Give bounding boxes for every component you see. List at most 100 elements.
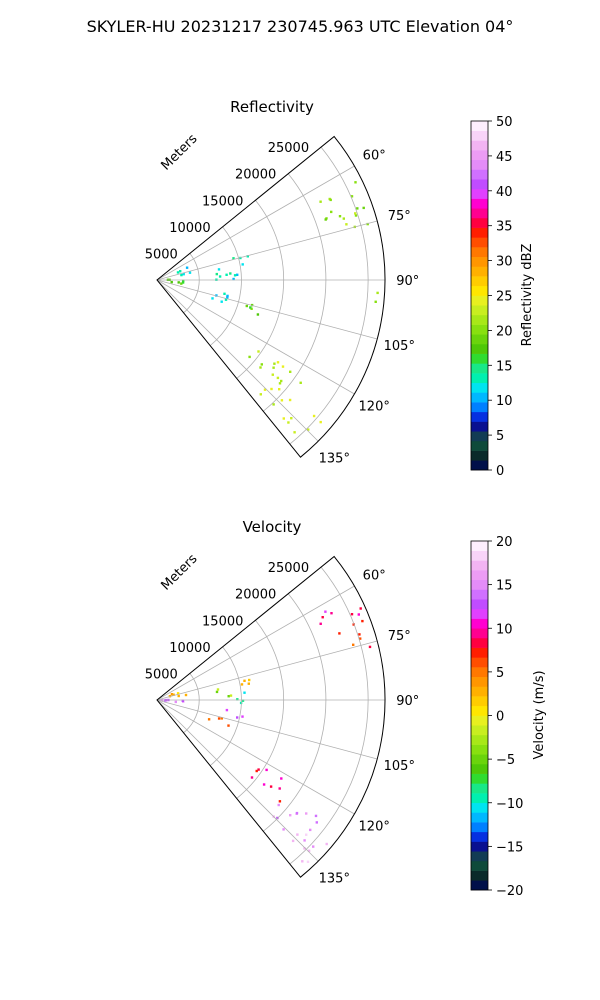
velocity-colorbar-segment <box>471 637 488 648</box>
reflectivity-echo-cell <box>249 306 252 309</box>
velocity-colorbar-tick-label: 10 <box>496 622 513 637</box>
reflectivity-colorbar-tick-label: 20 <box>496 324 513 339</box>
velocity-echo-cell <box>359 607 362 610</box>
reflectivity-echo-cell <box>362 206 365 210</box>
velocity-echo-cell <box>265 768 268 772</box>
reflectivity-echo-cell <box>354 214 358 217</box>
velocity-range-ring <box>289 566 369 865</box>
reflectivity-range-tick-label: 25000 <box>268 141 309 156</box>
velocity-echo-cell <box>170 693 174 696</box>
reflectivity-echo-cell <box>176 271 180 274</box>
velocity-echo-cell <box>225 708 229 712</box>
velocity-echo-cell <box>216 688 220 691</box>
reflectivity-echo-cell <box>354 212 357 215</box>
velocity-echo-cell <box>309 828 312 832</box>
reflectivity-echo-cell <box>241 263 244 266</box>
reflectivity-echo-cell <box>246 255 249 258</box>
reflectivity-colorbar-segment <box>471 421 488 432</box>
velocity-range-tick-label: 20000 <box>235 588 276 603</box>
reflectivity-echo-cell <box>256 313 260 316</box>
reflectivity-echo-cell <box>232 257 235 260</box>
reflectivity-echo-cell <box>307 428 310 431</box>
velocity-echo-cell <box>303 847 306 850</box>
reflectivity-colorbar-tick-label: 5 <box>496 429 504 444</box>
reflectivity-range-axis-label: Meters <box>159 131 201 173</box>
reflectivity-echo-cell <box>232 277 235 281</box>
velocity-echo-cell <box>241 715 244 718</box>
reflectivity-echo-cell <box>225 273 228 276</box>
velocity-colorbar-tick-label: −15 <box>496 840 523 855</box>
velocity-echo-cell <box>321 616 324 619</box>
velocity-echo-cell <box>352 623 355 626</box>
velocity-colorbar-segment <box>471 744 488 755</box>
reflectivity-echo-cell <box>293 431 296 434</box>
velocity-echo-cell <box>257 768 260 771</box>
velocity-echo-cell <box>305 833 308 836</box>
reflectivity-echo-cell <box>226 294 229 298</box>
velocity-sector-frame <box>156 555 386 878</box>
velocity-grid <box>156 555 386 878</box>
velocity-colorbar-segment <box>471 647 488 658</box>
velocity-echo-cell <box>295 811 299 815</box>
velocity-echo-cell <box>215 690 219 694</box>
velocity-echo-cell <box>250 776 254 779</box>
velocity-echo-cell <box>247 682 250 685</box>
velocity-echo-cell <box>307 849 311 852</box>
velocity-panel: Velocity 5000 10000 15000 20000 25000 60° 75° 9… <box>145 518 547 899</box>
velocity-range-ring <box>236 620 284 799</box>
reflectivity-azimuth-spoke <box>156 165 355 281</box>
reflectivity-echo-cell <box>278 388 281 391</box>
velocity-echo-cell <box>241 699 245 702</box>
velocity-echo-cell <box>315 821 318 824</box>
reflectivity-echo-cell <box>276 376 280 380</box>
reflectivity-colorbar-segment <box>471 179 488 190</box>
reflectivity-colorbar-segment <box>471 334 488 345</box>
reflectivity-echo-cell <box>182 273 185 276</box>
reflectivity-colorbar-segment <box>471 431 488 442</box>
velocity-echo-cell <box>269 785 273 788</box>
reflectivity-range-ring <box>289 146 369 445</box>
velocity-colorbar-label: Velocity (m/s) <box>532 670 547 759</box>
velocity-range-axis-label: Meters <box>159 551 201 593</box>
reflectivity-echo-cell <box>248 355 251 359</box>
reflectivity-colorbar-segment <box>471 169 488 180</box>
velocity-echo-cell <box>227 695 230 698</box>
reflectivity-colorbar-segment <box>471 227 488 238</box>
velocity-colorbar-segment <box>471 754 488 765</box>
reflectivity-colorbar-tick-label: 0 <box>496 464 504 479</box>
reflectivity-echo-cell <box>282 417 285 420</box>
reflectivity-echo-cell <box>366 222 369 226</box>
velocity-echo-cell <box>227 724 230 727</box>
reflectivity-azimuth-spoke <box>156 220 378 281</box>
velocity-colorbar-segment <box>471 841 488 852</box>
reflectivity-echo-cell <box>257 350 260 353</box>
reflectivity-echo-cell <box>245 304 248 308</box>
velocity-colorbar-segment <box>471 686 488 697</box>
velocity-echo-cell <box>280 777 283 780</box>
velocity-colorbar-segment <box>471 763 488 774</box>
reflectivity-range-tick-label: 5000 <box>145 247 178 262</box>
velocity-echo-cell <box>289 814 292 817</box>
velocity-echo-cell <box>220 717 223 720</box>
reflectivity-echo-cell <box>177 281 180 284</box>
reflectivity-azimuth-tick-label: 105° <box>384 339 415 354</box>
reflectivity-echo-cell <box>182 279 185 283</box>
reflectivity-echo-cell <box>276 361 280 364</box>
velocity-azimuth-spoke <box>156 699 355 815</box>
reflectivity-colorbar-segment <box>471 392 488 403</box>
reflectivity-range-tick-label: 15000 <box>202 194 243 209</box>
reflectivity-colorbar-segment <box>471 276 488 287</box>
reflectivity-colorbar-segment <box>471 295 488 306</box>
reflectivity-colorbar-segment <box>471 188 488 199</box>
reflectivity-echo-cell <box>319 420 322 424</box>
velocity-echo-cell <box>278 800 282 803</box>
reflectivity-colorbar-segment <box>471 237 488 248</box>
reflectivity-colorbar-tick-label: 15 <box>496 359 513 374</box>
reflectivity-echo-cell <box>374 300 377 303</box>
velocity-colorbar-segment <box>471 705 488 716</box>
reflectivity-colorbar-segment <box>471 285 488 296</box>
reflectivity-colorbar-segment <box>471 247 488 258</box>
reflectivity-azimuth-spoke <box>156 279 378 340</box>
reflectivity-colorbar-segment <box>471 256 488 267</box>
velocity-range-tick-label: 10000 <box>169 641 210 656</box>
